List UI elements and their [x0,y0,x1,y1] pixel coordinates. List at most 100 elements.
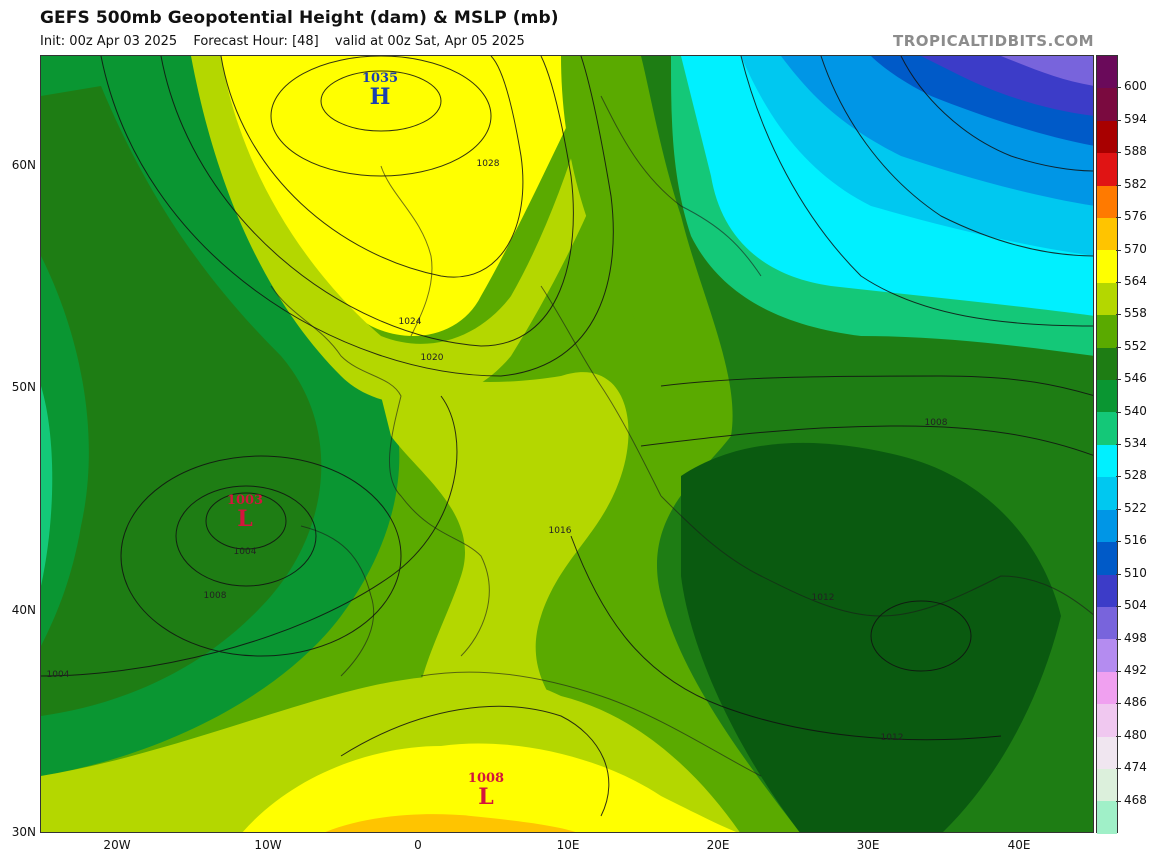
colorbar-label: 492 [1124,662,1147,677]
colorbar-tick [1116,379,1121,381]
colorbar-label: 486 [1124,695,1147,710]
colorbar-tick [1116,800,1121,802]
colorbar-segment [1097,347,1117,381]
colorbar-segment [1097,542,1117,575]
colorbar-tick [1116,87,1121,89]
forecast-hour: Forecast Hour: [48] [193,34,319,49]
colorbar-segment [1097,120,1117,154]
colorbar-label: 582 [1124,176,1147,191]
isobar-label: 1004 [46,670,70,680]
colorbar-label: 576 [1124,209,1147,224]
colorbar-tick [1116,281,1121,283]
colorbar-tick [1116,444,1121,445]
isobar-label: 1016 [548,526,572,536]
colorbar-segment [1097,185,1117,219]
colorbar-segment [1097,282,1117,316]
colorbar-tick [1116,768,1121,770]
colorbar-tick [1116,476,1121,478]
colorbar-label: 504 [1124,598,1147,613]
colorbar-label: 546 [1124,371,1147,386]
colorbar-tick [1116,670,1121,672]
colorbar-tick [1116,411,1121,413]
isobar-label: 1012 [880,733,904,743]
low-pressure-marker: 1008 L [467,771,505,810]
colorbar-segment [1097,574,1117,607]
colorbar-segment [1097,315,1117,348]
colorbar-segment [1097,380,1117,413]
colorbar-segment [1097,153,1117,186]
colorbar-label: 600 [1124,79,1147,94]
colorbar-segment [1097,56,1117,89]
colorbar-label: 564 [1124,273,1147,288]
colorbar-label: 468 [1124,792,1147,807]
init-time: Init: 00z Apr 03 2025 [40,34,178,49]
colorbar-tick [1116,573,1121,575]
colorbar-label: 540 [1124,403,1147,418]
colorbar-segment [1097,768,1117,802]
valid-time: valid at 00z Sat, Apr 05 2025 [334,34,525,49]
colorbar-label: 588 [1124,144,1147,159]
colorbar-segment [1097,639,1117,672]
colorbar-tick [1116,735,1121,737]
low-pressure-symbol: L [478,784,494,810]
isobar-label: 1008 [924,418,948,428]
lon-label-30e: 30E [856,838,880,852]
isobar-label: 1004 [233,547,257,557]
colorbar-segment [1097,444,1117,478]
isobar-label: 1008 [203,591,227,601]
low-pressure-value: 1008 [467,771,505,786]
high-pressure-symbol: H [369,84,391,110]
colorbar-segment [1097,88,1117,121]
colorbar-tick [1116,638,1121,640]
colorbar-segment [1097,477,1117,510]
map-subtitle: Init: 00z Apr 03 2025 Forecast Hour: [48… [40,34,537,49]
colorbar-segment [1097,704,1117,737]
brand-watermark: TROPICALTIDBITS.COM [893,32,1094,50]
colorbar-segment [1097,606,1117,640]
low-pressure-marker: 1003 L [226,493,264,532]
low-pressure-value: 1003 [226,493,264,508]
colorbar-segment [1097,736,1117,769]
lat-label-40n: 40N [11,603,36,617]
colorbar-tick [1116,606,1121,608]
lat-label-50n: 50N [11,380,36,394]
colorbar-label: 534 [1124,436,1147,450]
colorbar-tick [1116,346,1121,348]
colorbar-tick [1116,119,1121,121]
colorbar-tick [1116,184,1121,186]
lon-label-20w: 20W [103,838,131,852]
isobar-label: 1020 [420,353,444,363]
colorbar-segment [1097,250,1117,283]
isobar-label: 1012 [811,593,835,603]
colorbar-label: 594 [1124,111,1147,126]
high-pressure-marker: 1035 H [361,71,399,110]
colorbar-label: 516 [1124,533,1147,548]
colorbar-tick [1116,217,1121,219]
colorbar-label: 498 [1124,630,1147,645]
lon-label-10e: 10E [556,838,580,852]
colorbar [1096,55,1118,834]
colorbar-label: 558 [1124,306,1147,321]
colorbar-label: 570 [1124,241,1147,256]
colorbar-label: 552 [1124,338,1147,353]
forecast-map [40,55,1094,833]
colorbar-label: 474 [1124,760,1147,775]
high-pressure-value: 1035 [361,71,399,86]
lon-label-0: 0 [414,838,422,852]
colorbar-tick [1116,541,1121,543]
low-pressure-symbol: L [237,506,253,532]
colorbar-segment [1097,509,1117,543]
colorbar-segment [1097,218,1117,251]
lon-label-40e: 40E [1007,838,1031,852]
map-title: GEFS 500mb Geopotential Height (dam) & M… [40,8,559,28]
colorbar-label: 528 [1124,468,1147,483]
colorbar-segment [1097,671,1117,705]
colorbar-tick [1116,703,1121,705]
colorbar-tick [1116,249,1121,251]
lon-label-20e: 20E [706,838,730,852]
colorbar-label: 480 [1124,727,1147,742]
isobar-label: 1024 [398,317,422,327]
colorbar-segment [1097,801,1117,834]
colorbar-tick [1116,314,1121,316]
colorbar-label: 522 [1124,500,1147,515]
